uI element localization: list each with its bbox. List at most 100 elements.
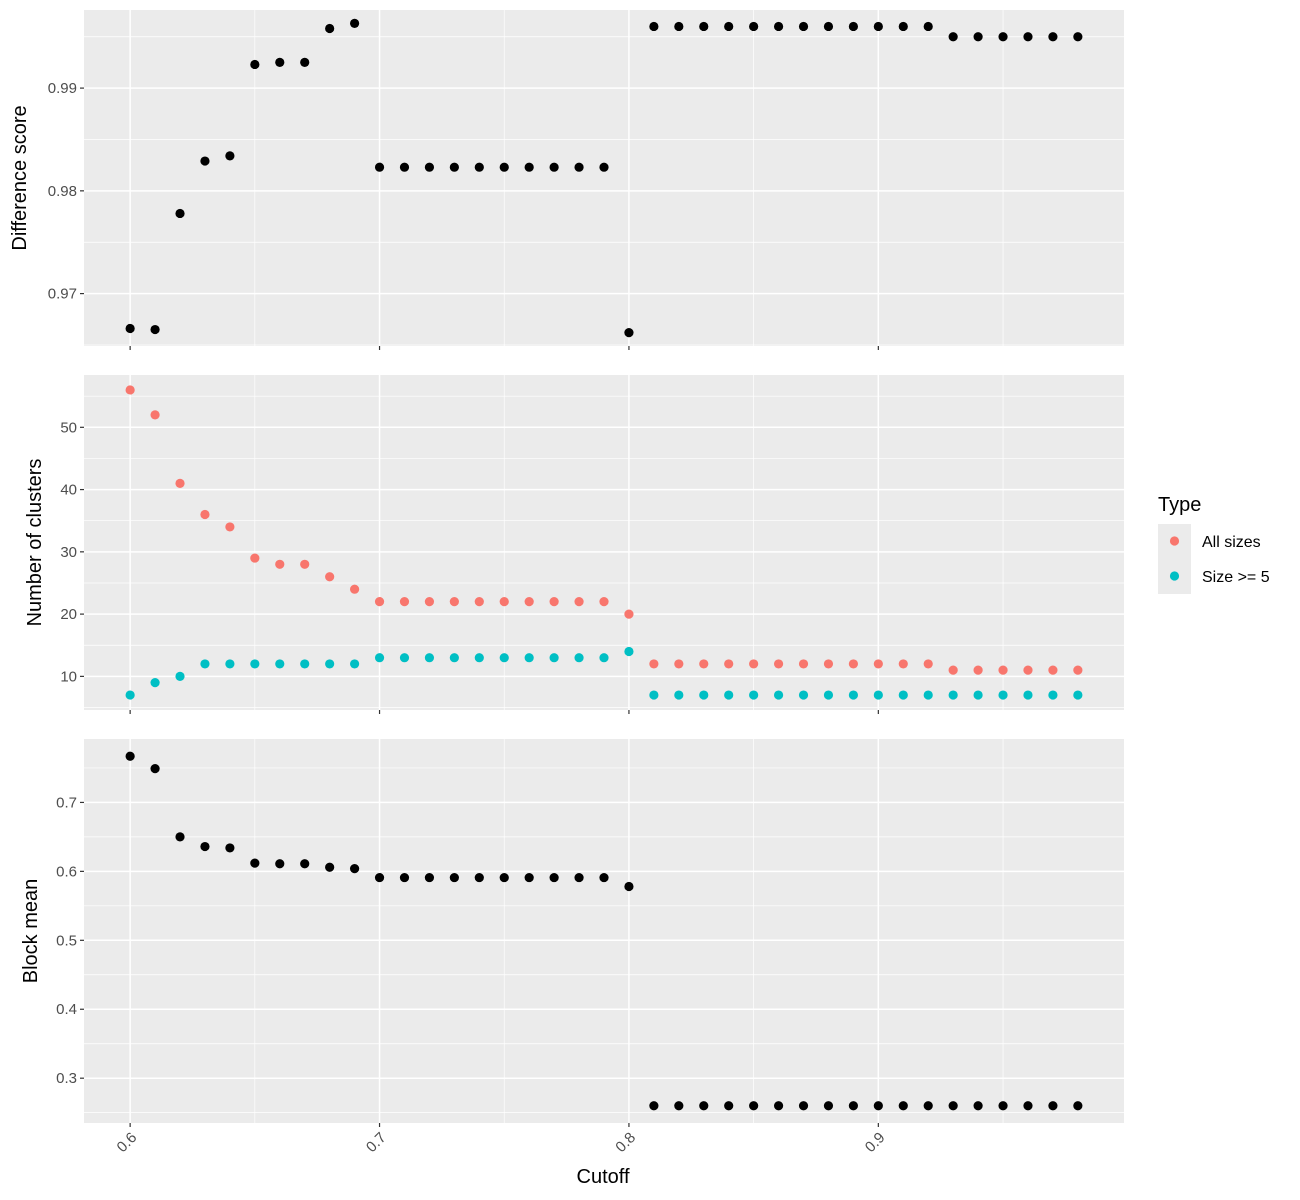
data-point: [524, 872, 534, 883]
data-point: [724, 690, 734, 700]
data-point: [175, 832, 185, 842]
legend-key-dot: [1169, 536, 1180, 546]
data-point: [549, 653, 559, 663]
data-point: [225, 659, 235, 669]
data-point: [300, 57, 310, 68]
data-point: [973, 690, 983, 700]
data-point: [1048, 1101, 1058, 1111]
data-point: [649, 21, 659, 32]
data-point: [649, 690, 659, 700]
data-point: [973, 32, 983, 42]
data-point: [848, 659, 859, 669]
panel-background: [84, 739, 1124, 1123]
data-point: [250, 59, 260, 70]
data-point: [250, 553, 260, 563]
data-point: [325, 23, 335, 34]
data-point: [923, 21, 933, 32]
data-point: [998, 32, 1008, 42]
data-point: [948, 690, 958, 700]
data-point: [699, 659, 709, 669]
data-point: [798, 1101, 809, 1111]
data-point: [574, 653, 584, 663]
panel-1: 0.97 0.98 0.99 Difference score: [9, 10, 1124, 350]
data-point: [948, 665, 958, 675]
data-point: [674, 690, 684, 700]
data-point: [923, 659, 933, 669]
data-point: [499, 597, 509, 607]
data-point: [574, 597, 584, 607]
y-tick-label: 0.99: [48, 80, 77, 97]
series-2: [125, 646, 1083, 700]
data-point: [998, 1101, 1008, 1111]
data-point: [225, 522, 235, 532]
data-point: [873, 21, 883, 32]
data-point: [300, 559, 310, 569]
data-point: [125, 751, 135, 761]
data-point: [773, 21, 784, 32]
data-point: [549, 872, 559, 883]
data-point: [300, 659, 310, 669]
y-tick-label: 0.5: [56, 932, 77, 949]
data-point: [1073, 690, 1083, 700]
data-point: [848, 21, 859, 32]
data-point: [200, 841, 210, 852]
series-1: [125, 385, 1083, 675]
data-point: [150, 764, 160, 774]
data-point: [325, 572, 335, 582]
data-point: [973, 665, 983, 675]
data-point: [275, 559, 285, 569]
data-point: [674, 659, 684, 669]
data-point: [574, 872, 584, 883]
data-point: [998, 665, 1008, 675]
data-point: [923, 690, 933, 700]
data-point: [873, 1101, 883, 1111]
data-point: [948, 32, 958, 42]
data-point: [599, 597, 609, 607]
data-point: [424, 653, 435, 663]
y-tick-label: 0.3: [56, 1070, 77, 1087]
data-point: [699, 690, 709, 700]
data-point: [225, 843, 235, 853]
data-point: [823, 21, 834, 32]
data-point: [449, 162, 459, 172]
data-point: [399, 653, 410, 663]
data-point: [175, 671, 185, 681]
y-tick-label: 0.7: [56, 794, 77, 811]
data-point: [823, 1101, 834, 1111]
data-point: [549, 597, 559, 607]
data-point: [699, 21, 709, 32]
data-point: [1048, 665, 1058, 675]
data-point: [848, 1101, 859, 1111]
data-point: [898, 1101, 908, 1111]
data-point: [474, 162, 484, 172]
data-point: [1023, 690, 1033, 700]
data-point: [1048, 690, 1058, 700]
data-point: [349, 584, 360, 594]
data-point: [749, 659, 759, 669]
data-point: [349, 659, 360, 669]
data-point: [125, 690, 135, 700]
data-point: [424, 597, 435, 607]
data-point: [399, 597, 410, 607]
data-point: [624, 328, 634, 338]
data-point: [798, 690, 809, 700]
data-point: [873, 690, 883, 700]
data-point: [200, 156, 210, 166]
x-axis-title: Cutoff: [577, 1166, 630, 1188]
data-point: [1023, 1101, 1033, 1111]
data-point: [374, 597, 385, 607]
y-tick-label: 0.98: [48, 183, 77, 200]
y-axis-title: Block mean: [20, 879, 42, 984]
data-point: [1048, 32, 1058, 42]
data-point: [724, 21, 734, 32]
legend-key-dot: [1169, 571, 1180, 581]
data-point: [275, 659, 285, 669]
data-point: [599, 872, 609, 883]
data-point: [374, 162, 385, 172]
y-tick-label: 0.6: [56, 863, 77, 880]
data-point: [599, 162, 609, 172]
data-point: [424, 872, 435, 883]
y-axis-title: Difference score: [9, 105, 31, 250]
